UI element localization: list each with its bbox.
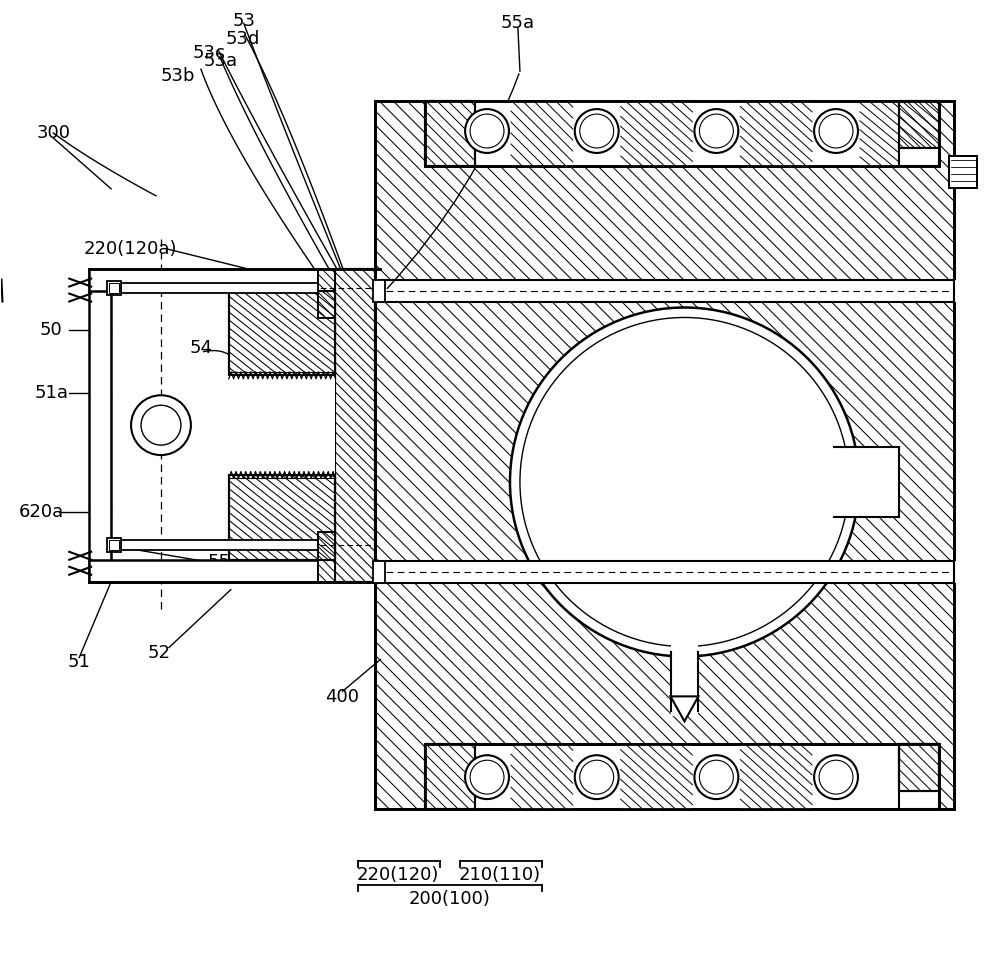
Bar	[899, 148, 939, 166]
Text: 55: 55	[207, 553, 230, 571]
Bar	[425, 744, 939, 810]
Bar	[425, 101, 475, 166]
Bar	[229, 475, 335, 559]
Bar	[375, 561, 956, 582]
Bar	[671, 637, 698, 717]
Bar	[425, 744, 475, 810]
Bar	[318, 269, 335, 319]
Bar	[899, 744, 939, 810]
Bar	[511, 101, 573, 166]
Text: 54: 54	[189, 339, 212, 357]
Circle shape	[465, 109, 509, 153]
Text: 53c: 53c	[192, 44, 225, 62]
Circle shape	[694, 109, 738, 153]
Bar	[425, 744, 475, 810]
Bar	[740, 744, 812, 810]
Circle shape	[131, 395, 191, 455]
Bar	[89, 269, 111, 582]
Bar	[318, 269, 335, 319]
Bar	[229, 291, 335, 376]
Bar	[107, 538, 121, 552]
Text: 400: 400	[325, 689, 359, 706]
Text: 220(120): 220(120)	[357, 866, 439, 884]
Polygon shape	[671, 696, 698, 722]
Text: 51a: 51a	[34, 384, 68, 402]
Bar	[899, 101, 939, 148]
Bar	[740, 101, 812, 166]
Circle shape	[814, 109, 858, 153]
Text: 53b: 53b	[161, 68, 195, 85]
Text: 53a: 53a	[204, 52, 238, 71]
Circle shape	[814, 755, 858, 799]
Text: 50: 50	[40, 322, 63, 339]
Bar	[89, 559, 375, 582]
Text: 620a: 620a	[19, 503, 64, 521]
Bar	[375, 101, 954, 810]
Text: 210(110): 210(110)	[459, 866, 541, 884]
Bar	[740, 101, 812, 166]
Text: 200(100): 200(100)	[408, 890, 490, 908]
Bar	[425, 101, 475, 166]
Bar	[621, 744, 692, 810]
Bar	[375, 279, 956, 301]
Text: 51: 51	[68, 653, 91, 671]
Bar	[373, 561, 385, 582]
Bar	[318, 532, 335, 582]
Bar	[511, 744, 573, 810]
Bar	[373, 279, 385, 301]
Bar	[740, 744, 812, 810]
Bar	[375, 101, 954, 810]
Text: 220(120a): 220(120a)	[83, 240, 177, 258]
Circle shape	[694, 755, 738, 799]
Bar	[511, 101, 573, 166]
Bar	[229, 372, 335, 478]
Bar	[121, 283, 318, 293]
Bar	[107, 280, 121, 295]
Bar	[860, 101, 939, 166]
Bar	[899, 101, 939, 148]
Bar	[425, 101, 939, 166]
Bar	[949, 156, 977, 187]
Circle shape	[510, 307, 859, 657]
Bar	[425, 744, 939, 810]
Text: 55a: 55a	[236, 563, 270, 581]
Bar	[229, 291, 335, 376]
Bar	[229, 475, 335, 559]
Bar	[621, 744, 692, 810]
Text: 55a: 55a	[501, 14, 535, 32]
Bar	[318, 532, 335, 582]
Bar	[121, 540, 318, 550]
Bar	[899, 744, 939, 791]
Bar	[860, 101, 939, 166]
Bar	[335, 269, 375, 582]
Text: 53d: 53d	[226, 30, 260, 48]
Text: 300: 300	[36, 124, 70, 142]
Bar	[844, 447, 899, 517]
Bar	[511, 744, 573, 810]
Bar	[899, 744, 939, 791]
Bar	[335, 269, 375, 582]
Bar	[109, 283, 119, 293]
Bar	[949, 156, 977, 187]
Circle shape	[575, 755, 619, 799]
Circle shape	[465, 755, 509, 799]
Bar	[89, 269, 375, 291]
Bar	[621, 101, 692, 166]
Circle shape	[575, 109, 619, 153]
Bar	[425, 101, 939, 166]
Bar	[621, 101, 692, 166]
Bar	[335, 269, 375, 582]
Text: 52: 52	[147, 643, 170, 662]
Text: 53: 53	[232, 13, 255, 30]
Bar	[109, 540, 119, 550]
Circle shape	[141, 405, 181, 445]
